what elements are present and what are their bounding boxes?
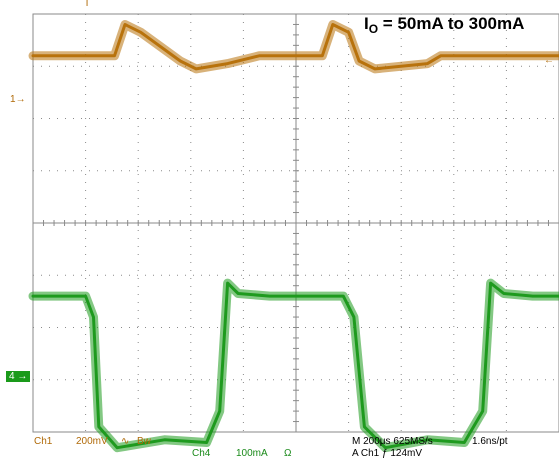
chart-title: IO = 50mA to 300mA [364, 14, 525, 36]
ch4-ground-marker: 4 → [6, 371, 31, 382]
ch1-coupling-icon: ∿ [121, 436, 130, 447]
ch4-scale: 100mA [236, 448, 268, 459]
ch4-label: Ch4 [192, 448, 211, 459]
ch4-termination: Ω [284, 448, 292, 459]
ch4-trace [31, 281, 559, 450]
graticule [32, 13, 559, 433]
ch1-bandwidth-limit: Bw [137, 436, 151, 447]
trigger-position-marker: T [84, 0, 91, 9]
trigger-readout: A Ch1 ƒ 124mV [352, 448, 423, 459]
trace-layer [28, 20, 559, 453]
ch1-ground-marker: 1→ [10, 94, 26, 105]
ch1-label: Ch1 [34, 436, 53, 447]
ch1-scale: 200mV [76, 436, 108, 447]
timebase-readout: M 200μs 625MS/s [352, 436, 433, 447]
record-resolution: 1.6ns/pt [472, 436, 508, 447]
trigger-level-marker: ← [544, 55, 554, 66]
ch1-trace [31, 23, 559, 71]
